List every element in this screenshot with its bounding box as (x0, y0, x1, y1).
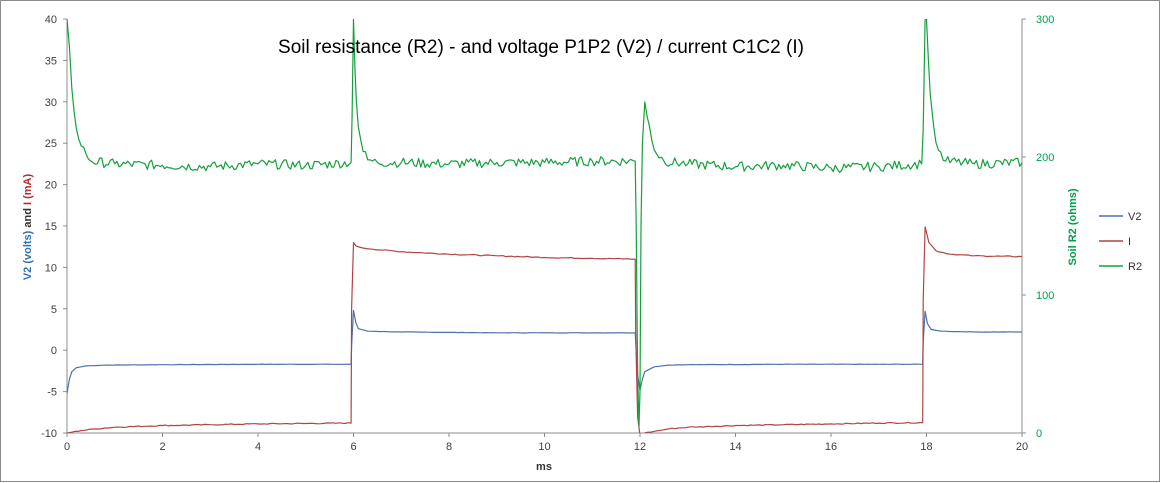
x-tick-label: 0 (64, 441, 70, 453)
left-tick-label: 40 (45, 14, 57, 26)
left-axis-label-part: I (mA) (22, 173, 34, 205)
x-axis: 0 2 4 6 8 10 12 14 16 18 20 (64, 432, 1028, 453)
x-tick-label: 8 (446, 441, 452, 453)
x-tick-label: 10 (538, 441, 550, 453)
right-tick-label: 300 (1036, 14, 1054, 26)
right-axis: 0 100 200 300 (1021, 14, 1054, 440)
left-tick-label: 30 (45, 97, 57, 109)
left-axis-label-part: and (22, 205, 34, 231)
x-tick-label: 16 (825, 441, 837, 453)
left-axis-label-part: V2 (volts) (22, 230, 34, 280)
x-tick-label: 14 (729, 441, 741, 453)
x-tick-label: 12 (634, 441, 646, 453)
left-tick-label: -5 (47, 387, 57, 399)
x-tick-label: 20 (1016, 441, 1028, 453)
x-tick-label: 6 (350, 441, 356, 453)
right-tick-label: 100 (1036, 290, 1054, 302)
x-tick-label: 2 (159, 441, 165, 453)
left-tick-label: 5 (51, 304, 57, 316)
legend-label-r2: R2 (1128, 261, 1142, 273)
left-tick-label: 35 (45, 55, 57, 67)
left-tick-label: 10 (45, 262, 57, 274)
chart-title: Soil resistance (R2) - and voltage P1P2 … (278, 37, 804, 58)
legend: V2 I R2 (1099, 211, 1142, 273)
left-axis-label: V2 (volts) and I (mA) (22, 173, 34, 280)
right-tick-label: 0 (1036, 428, 1042, 440)
left-axis: -10 -5 0 5 10 15 20 25 30 35 40 (41, 14, 68, 440)
left-tick-label: -10 (41, 428, 57, 440)
series-line-v2 (67, 309, 1022, 394)
series-line-r2 (67, 19, 1022, 427)
right-axis-label: Soil R2 (ohms) (1067, 188, 1079, 265)
x-tick-label: 18 (920, 441, 932, 453)
plot-area (67, 19, 1022, 433)
left-tick-label: 20 (45, 180, 57, 192)
left-tick-label: 25 (45, 138, 57, 150)
left-tick-label: 15 (45, 221, 57, 233)
right-tick-label: 200 (1036, 152, 1054, 164)
legend-label-i: I (1128, 236, 1131, 248)
left-tick-label: 0 (51, 345, 57, 357)
legend-label-v2: V2 (1128, 211, 1141, 223)
series-line-i (67, 226, 1022, 433)
x-tick-label: 4 (255, 441, 261, 453)
x-axis-label: ms (536, 461, 552, 473)
